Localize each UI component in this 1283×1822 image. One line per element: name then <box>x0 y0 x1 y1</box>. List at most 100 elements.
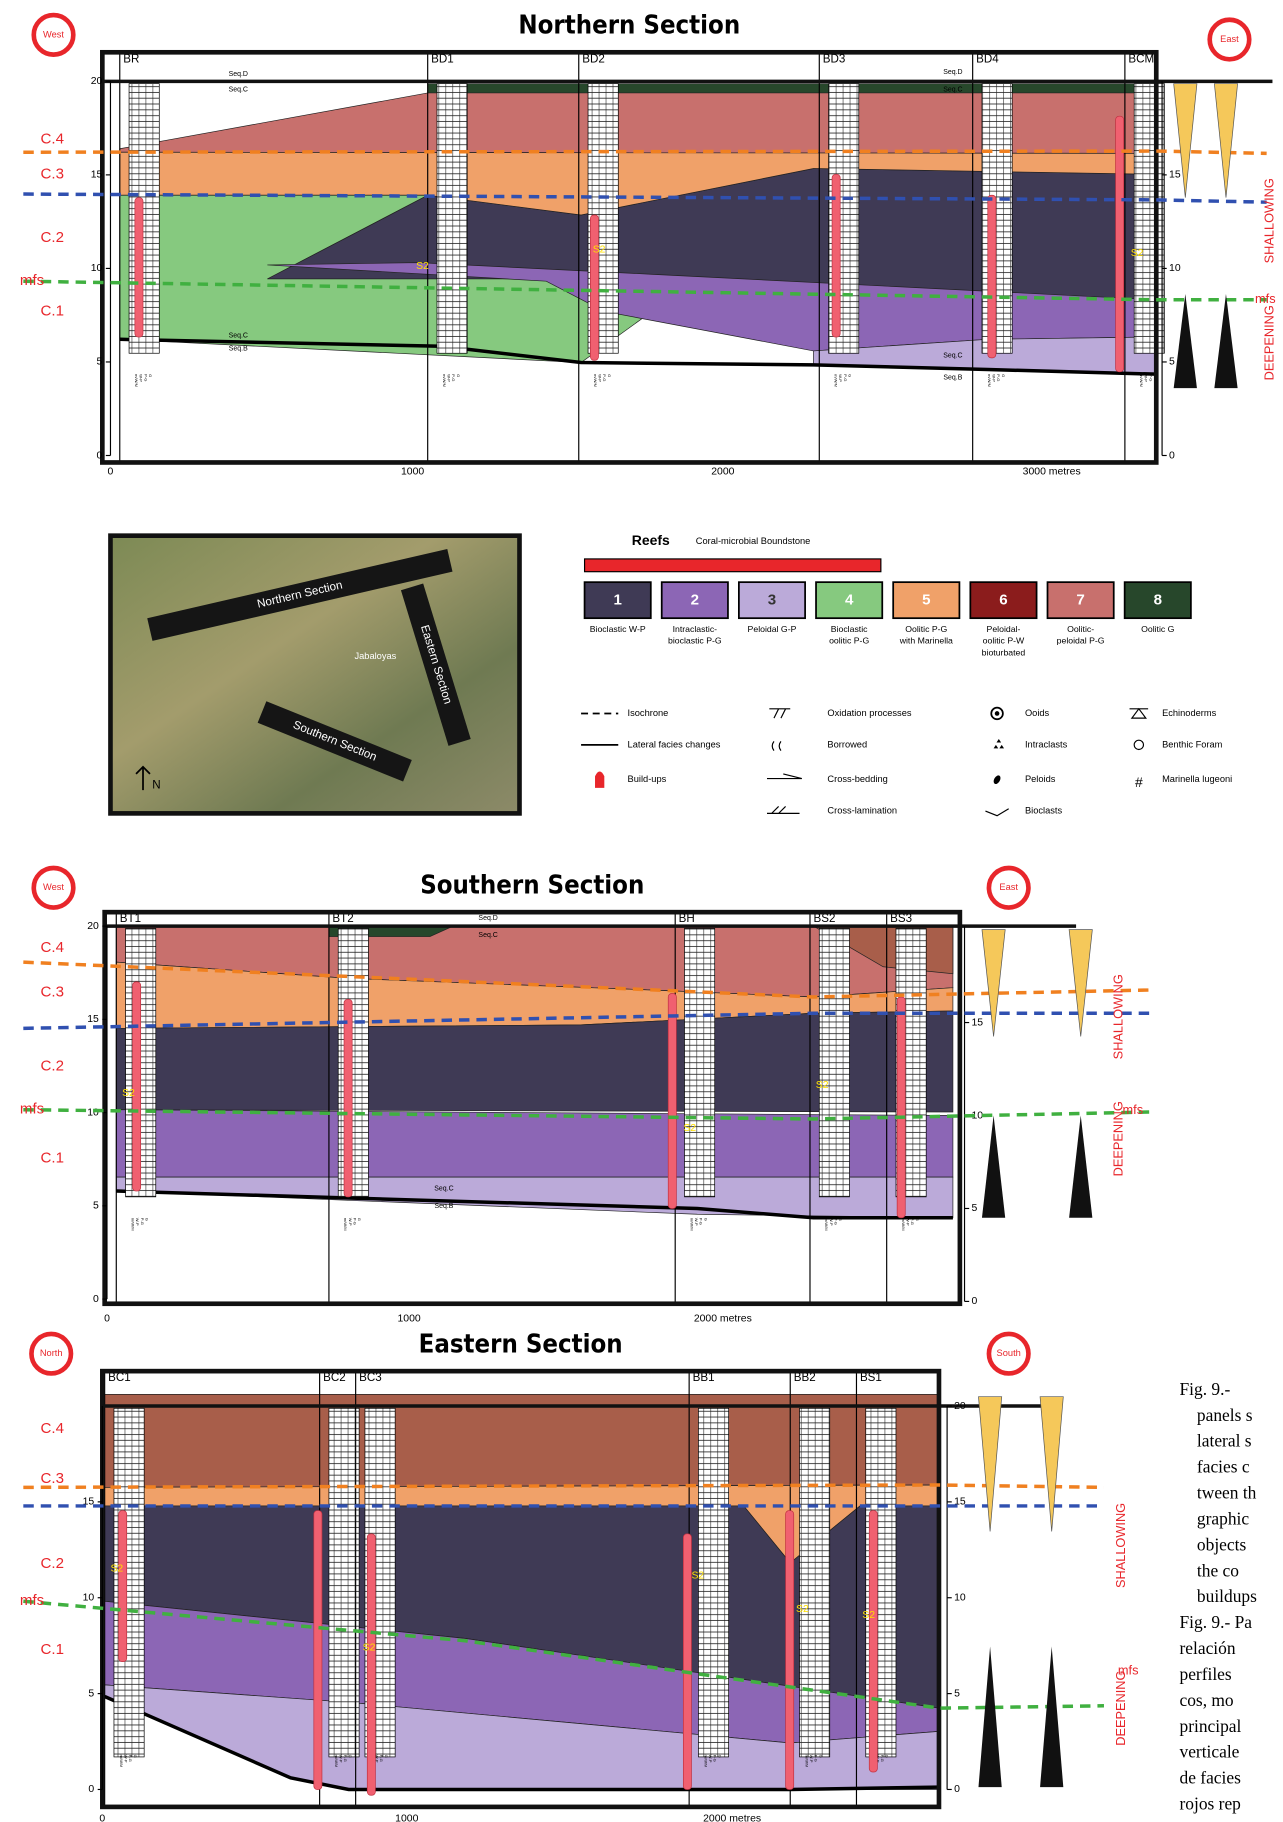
well-column <box>129 84 159 354</box>
s2-label: S2 <box>796 1604 809 1615</box>
direction-label: East <box>999 882 1018 892</box>
reefs-desc: Coral-microbial Boundstone <box>696 536 811 546</box>
symbol-label: Ooids <box>1025 708 1050 718</box>
shallowing-triangle <box>1069 930 1092 1037</box>
well-column <box>329 1408 359 1757</box>
trend-label: DEEPENING <box>1262 305 1277 380</box>
buildup-icon <box>595 772 604 788</box>
well-column <box>819 928 849 1196</box>
caption-line: lateral s <box>1197 1431 1252 1451</box>
trend-label: DEEPENING <box>1113 1671 1128 1746</box>
caption-line: Fig. 9.- Pa <box>1180 1612 1253 1632</box>
unit-label: C.3 <box>40 983 64 1000</box>
lithology-code: G <box>703 1218 708 1221</box>
build-up <box>133 982 141 1191</box>
right-tick-label: 10 <box>954 1593 966 1604</box>
well-column <box>800 1408 830 1757</box>
caption-line: principal <box>1180 1716 1242 1736</box>
lithology-code: G <box>885 1755 890 1758</box>
deepening-triangle <box>1174 294 1197 388</box>
y-tick-label: 0 <box>88 1784 94 1795</box>
x-tick-label: 1000 <box>395 1813 418 1822</box>
lithology-code: G <box>847 374 852 377</box>
shallowing-triangle <box>1214 84 1237 198</box>
well-column <box>338 928 368 1196</box>
unit-label: C.1 <box>40 1149 64 1166</box>
right-tick-label: 15 <box>972 1017 984 1028</box>
lithology-code: G <box>357 1218 362 1221</box>
facies-number: 2 <box>691 592 699 609</box>
well-column <box>437 84 467 354</box>
seq-label: Seq.C <box>229 333 248 340</box>
symbol-label: Bioclasts <box>1025 806 1062 816</box>
x-tick-label: 2000 metres <box>694 1314 752 1325</box>
facies-label: with Marinella <box>899 636 953 646</box>
build-up <box>119 1511 127 1662</box>
unit-label: C.4 <box>40 939 64 956</box>
facies-number: 5 <box>922 592 930 609</box>
seq-label: Seq.D <box>943 69 962 76</box>
facies-label: bioturbated <box>982 647 1026 657</box>
facies-label: oolitic P-W <box>983 636 1025 646</box>
north-label: N <box>152 779 160 792</box>
caption-line: objects <box>1197 1534 1247 1554</box>
seq-label: Seq.B <box>229 345 248 352</box>
x-tick-label: 1000 <box>397 1314 420 1325</box>
caption-line: relación <box>1180 1638 1236 1658</box>
lithology-code: G <box>1001 374 1006 377</box>
lithology-code: G <box>915 1218 920 1221</box>
y-tick-label: 10 <box>83 1593 95 1604</box>
shallowing-triangle <box>982 930 1005 1037</box>
build-up <box>1116 116 1124 372</box>
s2-label: S2 <box>683 1123 696 1134</box>
facies-number: 8 <box>1154 592 1162 609</box>
unit-label: mfs <box>20 272 44 289</box>
symbol-label: Oxidation processes <box>827 708 911 718</box>
caption-line: rojos rep <box>1180 1793 1242 1813</box>
s2-label: S2 <box>816 1080 829 1091</box>
right-tick-label: 5 <box>954 1688 960 1699</box>
trend-label: SHALLOWING <box>1110 974 1125 1059</box>
oxidation-icon <box>769 709 790 718</box>
facies-label: bioclastic P-G <box>668 636 722 646</box>
lithology-code: G <box>148 374 153 377</box>
unit-label: C.3 <box>40 165 64 182</box>
mfs-label: mfs <box>1123 1102 1144 1117</box>
lithology-code: G <box>456 374 461 377</box>
right-tick-label: 0 <box>1169 450 1175 461</box>
x-tick-label: 1000 <box>401 467 424 478</box>
reef-bar <box>585 559 881 572</box>
deepening-triangle <box>982 1116 1005 1218</box>
well-column <box>982 84 1012 354</box>
build-up <box>988 195 996 358</box>
unit-label: C.2 <box>40 1058 64 1075</box>
unit-label: C.1 <box>40 1641 64 1658</box>
y-tick-label: 5 <box>97 357 103 368</box>
caption-line: Fig. 9.- <box>1180 1379 1231 1399</box>
x-tick-label: 2000 <box>711 467 734 478</box>
seq-label: Seq.C <box>943 352 962 359</box>
y-tick-label: 0 <box>97 450 103 461</box>
y-tick-label: 20 <box>87 921 99 932</box>
s2-label: S2 <box>593 245 606 256</box>
right-tick-label: 0 <box>954 1784 960 1795</box>
seq-label: Seq.D <box>478 915 497 922</box>
figure: BRm/W/MW-PP-GGBD1m/W/MW-PP-GGBD2m/W/MW-P… <box>0 0 1283 1822</box>
trend-label: SHALLOWING <box>1262 178 1277 263</box>
direction-label: West <box>43 29 64 39</box>
build-up <box>786 1511 794 1790</box>
seq-label: Seq.C <box>229 86 248 93</box>
x-tick-label: 0 <box>108 467 114 478</box>
caption-line: cos, mo <box>1180 1690 1234 1710</box>
trend-label: SHALLOWING <box>1113 1503 1128 1588</box>
unit-label: C.1 <box>40 302 64 319</box>
facies-label: Intraclastic- <box>673 624 718 634</box>
unit-label: mfs <box>20 1592 44 1609</box>
s2-label: S2 <box>416 261 429 272</box>
build-up <box>590 215 598 360</box>
caption-line: verticale <box>1180 1742 1240 1762</box>
right-tick-label: 10 <box>1169 263 1181 274</box>
deepening-triangle <box>1214 294 1237 388</box>
symbol-label: Borrowed <box>827 739 867 749</box>
facies-label: Bioclastic <box>831 624 868 634</box>
